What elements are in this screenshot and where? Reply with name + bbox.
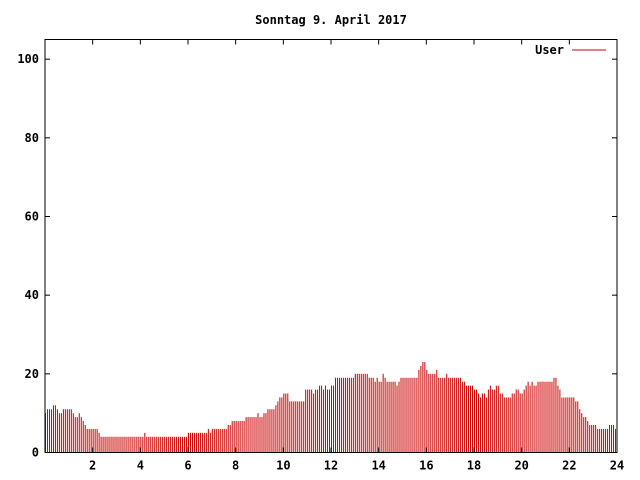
x-tick-label: 18 [467,459,481,473]
x-tick-label: 14 [371,459,385,473]
x-tick-label: 16 [419,459,433,473]
x-tick-label: 10 [276,459,290,473]
y-tick-labels: 0 20 40 60 80 100 [17,52,39,459]
x-tick-label: 24 [610,459,624,473]
axis-ticks [45,39,618,453]
y-tick-label: 100 [17,52,39,66]
x-tick-label: 8 [232,459,239,473]
x-tick-label: 22 [562,459,576,473]
y-tick-label: 60 [25,210,39,224]
x-tick-labels: 2 4 6 8 10 12 14 16 18 20 22 24 [89,459,624,473]
y-tick-label: 0 [32,446,39,460]
bars [45,362,617,453]
x-tick-label: 12 [324,459,338,473]
x-tick-label: 20 [514,459,528,473]
y-tick-label: 20 [25,367,39,381]
y-tick-label: 40 [25,288,39,302]
legend-label-user: User [535,43,564,57]
chart-title: Sonntag 9. April 2017 [255,13,407,27]
x-tick-label: 2 [89,459,96,473]
x-tick-label: 4 [137,459,144,473]
legend: User [535,43,606,57]
y-tick-label: 80 [25,131,39,145]
x-tick-label: 6 [184,459,191,473]
